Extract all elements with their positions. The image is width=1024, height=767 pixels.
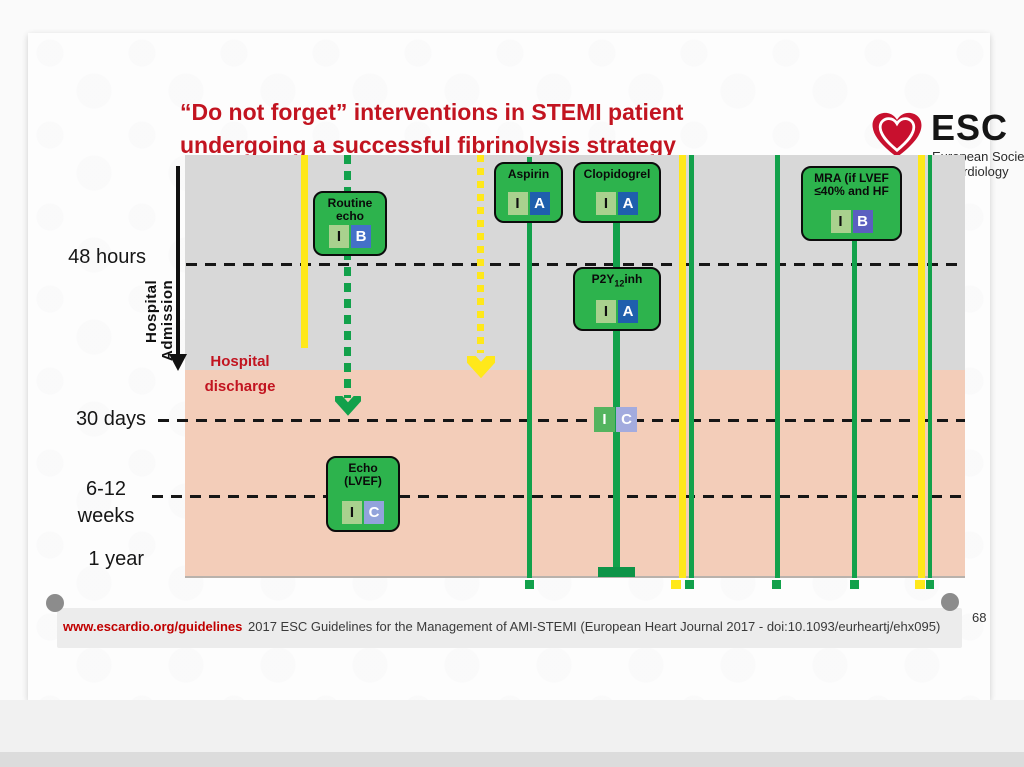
admission-arrow-line: [176, 166, 180, 356]
intervention-box-echo-lvef: Echo (LVEF) I C: [326, 456, 400, 532]
timeline-line-routine-echo-dashed: [344, 155, 351, 398]
nav-dot-right[interactable]: [941, 593, 959, 611]
level-badge: C: [364, 501, 384, 524]
intervention-box-aspirin: Aspirin I A: [494, 162, 563, 223]
class-badge: I: [594, 407, 615, 432]
timeline-line-yellow-full-1: [679, 155, 686, 578]
tick-green-2: [772, 580, 781, 589]
tick-yellow-1: [671, 580, 681, 589]
echo-lvef-label-line1: Echo: [348, 461, 378, 475]
footer-band: [57, 608, 962, 648]
page-number: 68: [972, 610, 987, 625]
timeline-line-green-full-2: [775, 155, 780, 578]
class-badge: I: [596, 300, 616, 323]
esc-logo-text: ESC: [931, 107, 1009, 148]
class-badge: I: [507, 192, 528, 215]
timeline-line-aspirin: [527, 157, 532, 578]
guidelines-link[interactable]: www.escardio.org/guidelines: [63, 619, 243, 634]
routine-echo-label-line2: echo: [335, 209, 364, 223]
level-badge: A: [618, 192, 638, 215]
class-badge: I: [342, 501, 362, 524]
echo-lvef-label-line2: (LVEF): [344, 474, 382, 488]
dashed-line-6-12-weeks: [152, 495, 965, 498]
dashed-line-48-hours: [186, 263, 965, 266]
axis-label-48-hours: 48 hours: [68, 246, 146, 268]
routine-echo-label-line1: Routine: [327, 196, 373, 210]
mra-label-line2: ≤40% and HF: [814, 184, 889, 198]
timeline-line-p2y12-end-cap: [598, 567, 635, 577]
intervention-box-mra: MRA (if LVEF ≤40% and HF I B: [801, 166, 902, 241]
p2y12-label: P2Y12inh: [591, 272, 643, 289]
hospital-admission-label-line2: Admission: [159, 279, 176, 361]
level-badge: B: [852, 210, 873, 233]
tick-green-1: [685, 580, 694, 589]
day30-class-marker: I C: [594, 407, 637, 432]
bottom-strip: [0, 752, 1024, 767]
intervention-box-routine-echo: Routine echo I B: [313, 191, 387, 256]
axis-label-1-year: 1 year: [88, 548, 144, 570]
timeline-line-yellow-dotted: [477, 155, 484, 353]
timeline-line-green-full-3: [928, 155, 932, 578]
green-down-arrowhead-icon: [332, 392, 364, 421]
zone-post-discharge: [185, 370, 965, 578]
axis-label-6-12-weeks: 6-12 weeks: [77, 478, 135, 527]
admission-arrow-down-icon: [169, 354, 187, 371]
aspirin-label: Aspirin: [507, 167, 550, 181]
citation-text: 2017 ESC Guidelines for the Management o…: [248, 619, 941, 634]
timeline-line-mra: [852, 166, 857, 578]
tick-yellow-2: [915, 580, 925, 589]
slide-title: “Do not forget” interventions in STEMI p…: [180, 96, 800, 162]
timeline-line-green-full-1: [689, 155, 694, 578]
level-badge: A: [529, 192, 550, 215]
intervention-box-p2y12-inhibitor: P2Y12inh I A: [573, 267, 661, 331]
level-badge: B: [351, 225, 371, 248]
hospital-discharge-label: Hospital discharge: [204, 353, 276, 395]
slide-title-line1: “Do not forget” interventions in STEMI p…: [180, 99, 684, 125]
mra-label-line1: MRA (if LVEF: [814, 171, 889, 185]
timeline-line-yellow-short: [301, 155, 308, 348]
tick-aspirin: [525, 580, 534, 589]
hospital-admission-label-line1: Hospital: [143, 279, 160, 343]
axis-label-30-days: 30 days: [75, 408, 146, 430]
dashed-line-30-days: [158, 419, 965, 422]
class-badge: I: [329, 225, 349, 248]
yellow-down-arrowhead-icon: [463, 351, 499, 383]
slide-title-line2: undergoing a successful fibrinolysis str…: [180, 132, 676, 158]
nav-dot-left[interactable]: [46, 594, 64, 612]
bottom-band: [0, 700, 1024, 752]
intervention-box-clopidogrel: Clopidogrel I A: [573, 162, 661, 223]
clopidogrel-label: Clopidogrel: [583, 167, 651, 181]
esc-heart-icon: [871, 111, 923, 164]
level-badge: C: [616, 407, 637, 432]
timeline-line-p2y12: [613, 163, 620, 567]
timeline-line-yellow-full-2: [918, 155, 925, 578]
class-badge: I: [596, 192, 616, 215]
class-badge: I: [830, 210, 851, 233]
tick-mra: [850, 580, 859, 589]
level-badge: A: [618, 300, 638, 323]
tick-green-3: [926, 580, 934, 589]
